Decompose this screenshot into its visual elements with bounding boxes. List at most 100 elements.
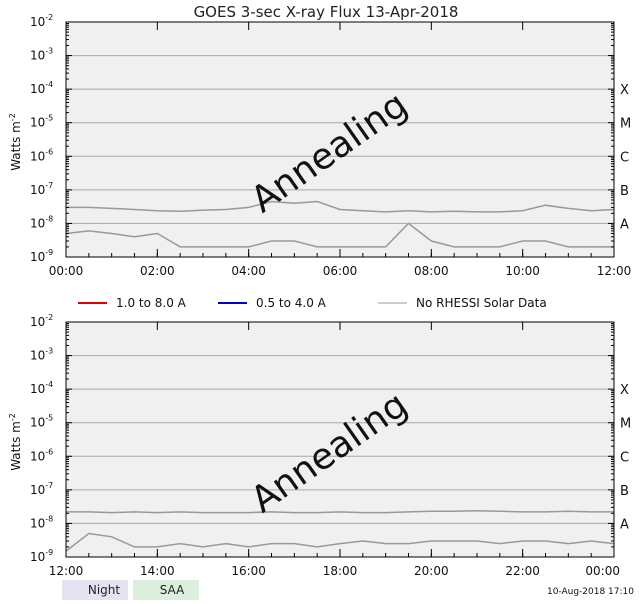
x-tick-label: 12:00 <box>49 564 84 578</box>
plot-area-bottom <box>66 322 614 557</box>
y-tick-label: 10-9 <box>30 248 53 264</box>
legend-label-long: 1.0 to 8.0 A <box>116 296 187 310</box>
x-tick-label: 10:00 <box>505 264 540 278</box>
flare-class-label: A <box>620 217 629 232</box>
flare-class-label: X <box>620 383 629 398</box>
y-tick-base: 10 <box>30 449 45 463</box>
y-axis-label-sup: -2 <box>8 113 17 121</box>
y-tick-base: 10 <box>30 483 45 497</box>
y-axis-label-sup: -2 <box>8 413 17 421</box>
y-ticks-bottom: 10-210-310-410-510-610-710-810-9 <box>30 313 614 564</box>
y-tick-base: 10 <box>30 315 45 329</box>
x-tick-label: 00:00 <box>585 564 620 578</box>
x-tick-label: 08:00 <box>414 264 449 278</box>
y-tick-exp: -8 <box>45 514 53 523</box>
footer: Night SAA 10-Aug-2018 17:10 <box>62 580 634 600</box>
series-long <box>66 509 614 514</box>
y-tick-exp: -7 <box>45 481 53 490</box>
y-axis-label-bottom: Watts m-2 <box>8 413 23 471</box>
y-tick-exp: -5 <box>45 414 53 423</box>
x-ticks-bottom: 12:00 14:00 16:00 18:00 20:00 22:00 00:00 <box>49 322 620 578</box>
x-tick-label: 04:00 <box>231 264 266 278</box>
y-tick-exp: -9 <box>45 248 53 257</box>
flare-class-label: A <box>620 517 629 532</box>
x-tick-label: 12:00 <box>597 264 632 278</box>
y-tick-base: 10 <box>30 216 45 230</box>
y-tick-exp: -8 <box>45 214 53 223</box>
y-tick-exp: -4 <box>45 380 53 389</box>
y-tick-exp: -6 <box>45 447 53 456</box>
y-tick-base: 10 <box>30 116 45 130</box>
flare-class-label: M <box>620 417 631 432</box>
series-top <box>65 200 615 248</box>
y-axis-label-top: Watts m-2 <box>8 113 23 171</box>
y-tick-exp: -4 <box>45 80 53 89</box>
flare-class-label: M <box>620 117 631 132</box>
series-short <box>65 532 615 552</box>
y-tick-label: 10-9 <box>30 548 53 564</box>
y-tick-base: 10 <box>30 49 45 63</box>
flare-class-label: C <box>620 450 629 465</box>
flare-class-label: C <box>620 150 629 165</box>
series-bottom <box>65 509 615 552</box>
y-tick-exp: -6 <box>45 147 53 156</box>
x-tick-label: 22:00 <box>505 564 540 578</box>
series-short <box>65 222 614 248</box>
plot-area-top <box>66 22 614 257</box>
legend-label-no-data: No RHESSI Solar Data <box>416 296 547 310</box>
series-long <box>66 200 615 213</box>
y-tick-label: 10-3 <box>30 47 53 63</box>
y-tick-label: 10-3 <box>30 347 53 363</box>
panel-top: 10-210-310-410-510-610-710-810-9 00:00 02… <box>8 13 631 278</box>
y-axis-label-text: Watts m <box>9 421 23 471</box>
y-tick-base: 10 <box>30 250 45 264</box>
y-tick-base: 10 <box>30 516 45 530</box>
y-ticks-top: 10-210-310-410-510-610-710-810-9 <box>30 13 614 264</box>
y-tick-label: 10-5 <box>30 414 53 430</box>
flare-class-label: B <box>620 184 629 199</box>
night-label: Night <box>88 583 121 597</box>
legend-label-short: 0.5 to 4.0 A <box>256 296 327 310</box>
night-chip <box>62 580 128 600</box>
flare-class-label: X <box>620 83 629 98</box>
x-tick-label: 16:00 <box>231 564 266 578</box>
flare-classes-top: X M C B A <box>620 83 631 232</box>
saa-chip <box>133 580 199 600</box>
x-tick-label: 00:00 <box>49 264 84 278</box>
y-tick-exp: -9 <box>45 548 53 557</box>
x-tick-label: 06:00 <box>323 264 358 278</box>
y-axis-label-text: Watts m <box>9 121 23 171</box>
y-tick-label: 10-4 <box>30 80 53 96</box>
x-tick-label: 20:00 <box>414 564 449 578</box>
y-tick-base: 10 <box>30 183 45 197</box>
flare-class-label: B <box>620 484 629 499</box>
panel-bottom: 10-210-310-410-510-610-710-810-9 12:00 14… <box>8 313 631 578</box>
y-tick-label: 10-6 <box>30 147 53 163</box>
y-tick-exp: -7 <box>45 181 53 190</box>
y-tick-label: 10-8 <box>30 514 53 530</box>
y-tick-label: 10-8 <box>30 214 53 230</box>
y-tick-exp: -3 <box>45 47 53 56</box>
y-tick-label: 10-6 <box>30 447 53 463</box>
y-tick-base: 10 <box>30 416 45 430</box>
y-tick-base: 10 <box>30 15 45 29</box>
y-tick-label: 10-7 <box>30 181 53 197</box>
y-tick-base: 10 <box>30 349 45 363</box>
y-tick-exp: -5 <box>45 114 53 123</box>
x-tick-label: 18:00 <box>323 564 358 578</box>
y-tick-base: 10 <box>30 550 45 564</box>
chart-title: GOES 3-sec X-ray Flux 13-Apr-2018 <box>194 3 459 21</box>
y-tick-label: 10-2 <box>30 13 53 29</box>
x-ticks-top: 00:00 02:00 04:00 06:00 08:00 10:00 12:00 <box>49 22 632 278</box>
timestamp: 10-Aug-2018 17:10 <box>547 587 634 597</box>
y-tick-label: 10-7 <box>30 481 53 497</box>
y-tick-label: 10-4 <box>30 380 53 396</box>
y-tick-label: 10-5 <box>30 114 53 130</box>
y-tick-exp: -2 <box>45 313 53 322</box>
saa-label: SAA <box>160 583 185 597</box>
y-tick-base: 10 <box>30 149 45 163</box>
legend: 1.0 to 8.0 A 0.5 to 4.0 A No RHESSI Sola… <box>78 296 547 310</box>
y-tick-label: 10-2 <box>30 313 53 329</box>
y-tick-base: 10 <box>30 382 45 396</box>
